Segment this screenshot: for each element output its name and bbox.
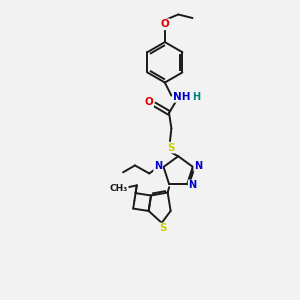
- Text: S: S: [159, 224, 167, 233]
- Text: H: H: [192, 92, 200, 102]
- Text: N: N: [154, 161, 162, 171]
- Text: NH: NH: [173, 92, 190, 102]
- Text: O: O: [160, 19, 169, 29]
- Text: N: N: [194, 161, 202, 171]
- Text: N: N: [189, 180, 197, 190]
- Text: S: S: [167, 142, 174, 153]
- Text: O: O: [144, 97, 153, 106]
- Text: CH₃: CH₃: [110, 184, 128, 193]
